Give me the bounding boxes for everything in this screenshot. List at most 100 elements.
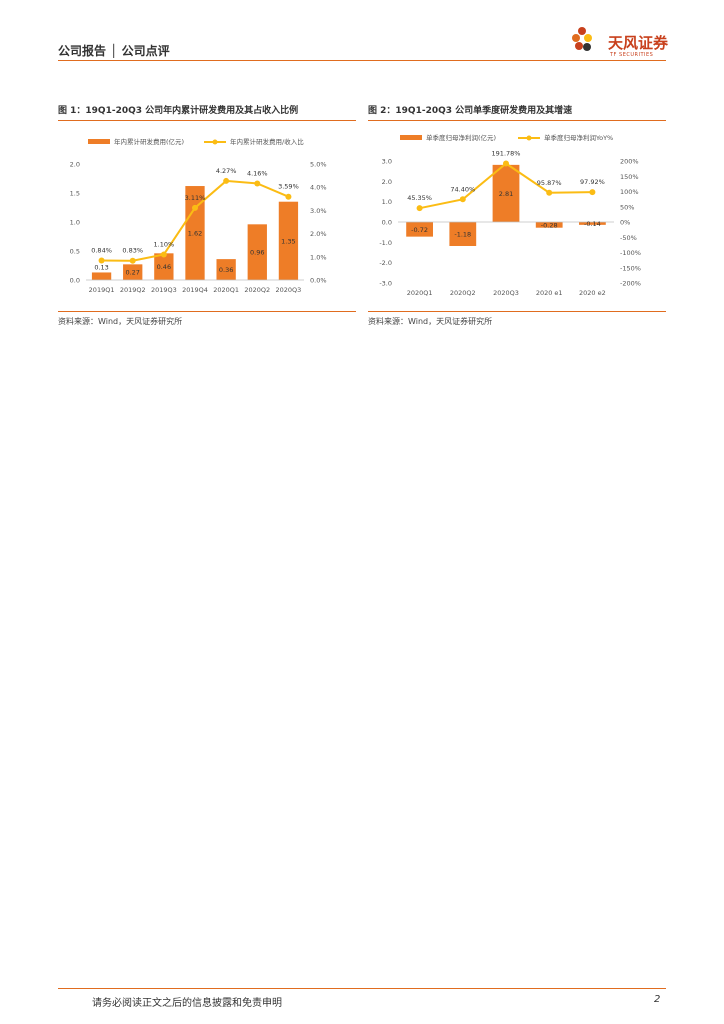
line-value-label: 0.83%: [122, 247, 143, 255]
brand-name: 天风证券: [608, 34, 669, 52]
y2-tick-label: 5.0%: [310, 161, 327, 169]
bar-value-label: 1.62: [188, 230, 202, 238]
x-tick-label: 2020Q1: [213, 286, 239, 294]
x-tick-label: 2020Q2: [244, 286, 270, 294]
legend-line-marker: [526, 135, 532, 141]
y2-tick-label: -100%: [620, 249, 641, 257]
figure2-title: 图 2：19Q1-20Q3 公司单季度研发费用及其增速: [368, 106, 573, 116]
line-value-label: 1.10%: [154, 240, 175, 248]
line-value-label: 191.78%: [492, 150, 521, 158]
legend-bar-swatch: [400, 135, 422, 140]
bar-value-label: 0.13: [94, 263, 108, 271]
report-type: 公司报告 │ 公司点评: [58, 44, 170, 58]
line-point: [589, 189, 596, 196]
y-tick-label: 1.5: [70, 190, 80, 198]
line-point: [285, 193, 292, 200]
y2-tick-label: 50%: [620, 203, 634, 211]
line-point: [98, 257, 105, 264]
line-value-label: 4.27%: [216, 167, 237, 175]
y-tick-label: 0.0: [382, 219, 392, 227]
figure1-top-rule: [58, 120, 356, 121]
bar: [185, 186, 205, 280]
footer-divider: [58, 988, 666, 989]
brand-subtitle: TF SECURITIES: [610, 52, 654, 58]
figure1-source: 资料来源：Wind，天风证券研究所: [58, 317, 183, 326]
y-tick-label: 1.0: [70, 219, 80, 227]
legend-line-label: 单季度归母净利润YoY%: [544, 133, 613, 142]
figure1-title: 图 1：19Q1-20Q3 公司年内累计研发费用及其占收入比例: [58, 106, 299, 116]
page-number: 2: [654, 994, 661, 1005]
y-tick-label: 1.0: [382, 198, 392, 206]
line-value-label: 45.35%: [407, 194, 432, 202]
line-value-label: 3.59%: [278, 183, 299, 191]
figure1-bottom-rule: [58, 311, 356, 312]
y-tick-label: 0.5: [70, 248, 80, 256]
y2-tick-label: 2.0%: [310, 230, 327, 238]
x-tick-label: 2020 e1: [536, 289, 563, 297]
y2-tick-label: 100%: [620, 188, 639, 196]
x-tick-label: 2019Q1: [89, 286, 115, 294]
y-tick-label: 2.0: [382, 178, 392, 186]
bar-value-label: 1.35: [281, 237, 295, 245]
bar: [449, 222, 477, 246]
y-tick-label: -2.0: [379, 259, 392, 267]
y2-tick-label: 3.0%: [310, 207, 327, 215]
y-tick-label: 2.0: [70, 161, 80, 169]
line-point: [129, 257, 136, 264]
legend-bar-label: 单季度归母净利润(亿元): [426, 133, 496, 142]
y2-tick-label: 0%: [620, 219, 630, 227]
x-tick-label: 2020 e2: [579, 289, 606, 297]
line-point: [223, 177, 230, 184]
y2-tick-label: 4.0%: [310, 184, 327, 192]
x-tick-label: 2020Q1: [407, 289, 433, 297]
bar-value-label: -1.18: [454, 230, 471, 238]
y-tick-label: 3.0: [382, 158, 392, 166]
y2-tick-label: -50%: [620, 234, 637, 242]
bar-value-label: 2.81: [499, 190, 513, 198]
header-divider: [58, 60, 666, 61]
figure2-bottom-rule: [368, 311, 666, 312]
bar: [154, 253, 174, 280]
y2-tick-label: 150%: [620, 173, 639, 181]
figure2-top-rule: [368, 120, 666, 121]
y2-tick-label: -150%: [620, 264, 641, 272]
line-point: [546, 189, 553, 196]
line-value-label: 97.92%: [580, 178, 605, 186]
line-value-label: 0.84%: [91, 247, 112, 255]
legend-bar-label: 年内累计研发费用(亿元): [114, 137, 184, 146]
y2-tick-label: -200%: [620, 280, 641, 288]
bar-value-label: 0.46: [157, 263, 171, 271]
bar: [406, 222, 433, 237]
bar-value-label: 0.36: [219, 266, 233, 274]
x-tick-label: 2020Q3: [493, 289, 519, 297]
figure2-source: 资料来源：Wind，天风证券研究所: [368, 317, 493, 326]
line-point: [503, 160, 509, 167]
line-point: [254, 180, 261, 187]
x-tick-label: 2019Q2: [120, 286, 146, 294]
line-value-label: 3.11%: [185, 194, 206, 202]
line-point: [459, 196, 466, 203]
bar: [247, 224, 267, 280]
y-tick-label: -1.0: [379, 239, 392, 247]
bar: [579, 222, 606, 225]
bar-value-label: 0.27: [125, 269, 139, 277]
legend-line-marker: [212, 139, 218, 145]
footer-disclaimer: 请务必阅读正文之后的信息披露和免责申明: [92, 998, 282, 1009]
figure1-chart: 年内累计研发费用(亿元) 年内累计研发费用/收入比 0.0 0.5 1.0 1.5 2.0 0…: [70, 137, 327, 294]
y2-tick-label: 200%: [620, 158, 639, 166]
bar-value-label: 0.96: [250, 249, 264, 257]
bar: [91, 272, 112, 280]
bar: [278, 201, 299, 280]
line-point: [160, 251, 167, 258]
bar: [535, 222, 563, 228]
line-point: [192, 204, 198, 211]
x-tick-label: 2019Q3: [151, 286, 177, 294]
bar: [123, 264, 143, 280]
legend-line-label: 年内累计研发费用/收入比: [230, 137, 304, 146]
y-tick-label: -3.0: [379, 280, 392, 288]
x-tick-label: 2020Q2: [450, 289, 476, 297]
y2-tick-label: 1.0%: [310, 253, 327, 261]
bar-value-label: -0.14: [584, 220, 601, 228]
brand-logo-icon: [572, 27, 592, 51]
line-value-label: 74.40%: [450, 185, 475, 193]
